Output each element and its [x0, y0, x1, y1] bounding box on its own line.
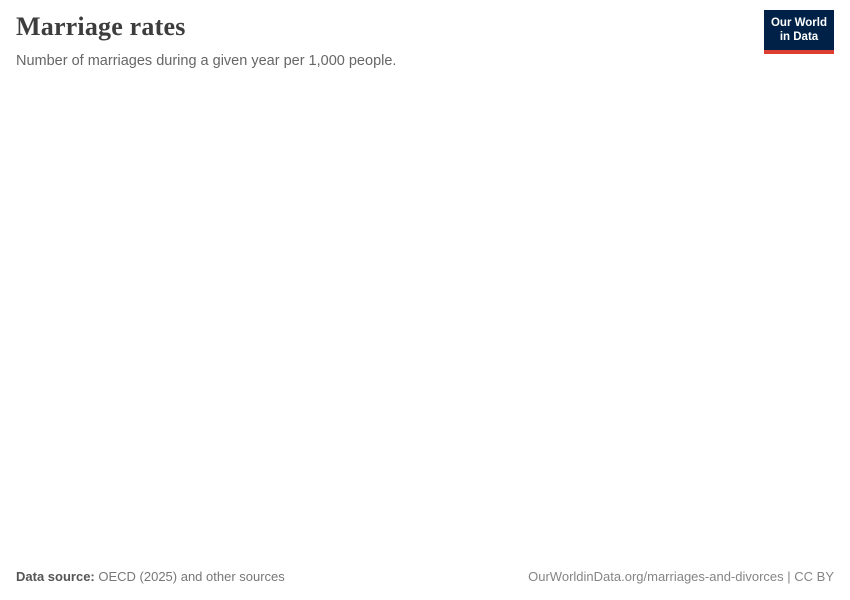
owid-logo-line2: in Data — [779, 31, 819, 44]
data-source-text: OECD (2025) and other sources — [94, 569, 285, 584]
data-source-note: Data source: OECD (2025) and other sourc… — [16, 569, 285, 584]
owid-logo: Our World in Data — [764, 10, 834, 54]
owid-logo-line1: Our World — [770, 17, 827, 29]
chart-subtitle: Number of marriages during a given year … — [16, 53, 397, 69]
license-link[interactable]: OurWorldinData.org/marriages-and-divorce… — [528, 569, 834, 584]
page-title: Marriage rates — [16, 12, 186, 41]
data-source-label: Data source: — [16, 569, 95, 584]
